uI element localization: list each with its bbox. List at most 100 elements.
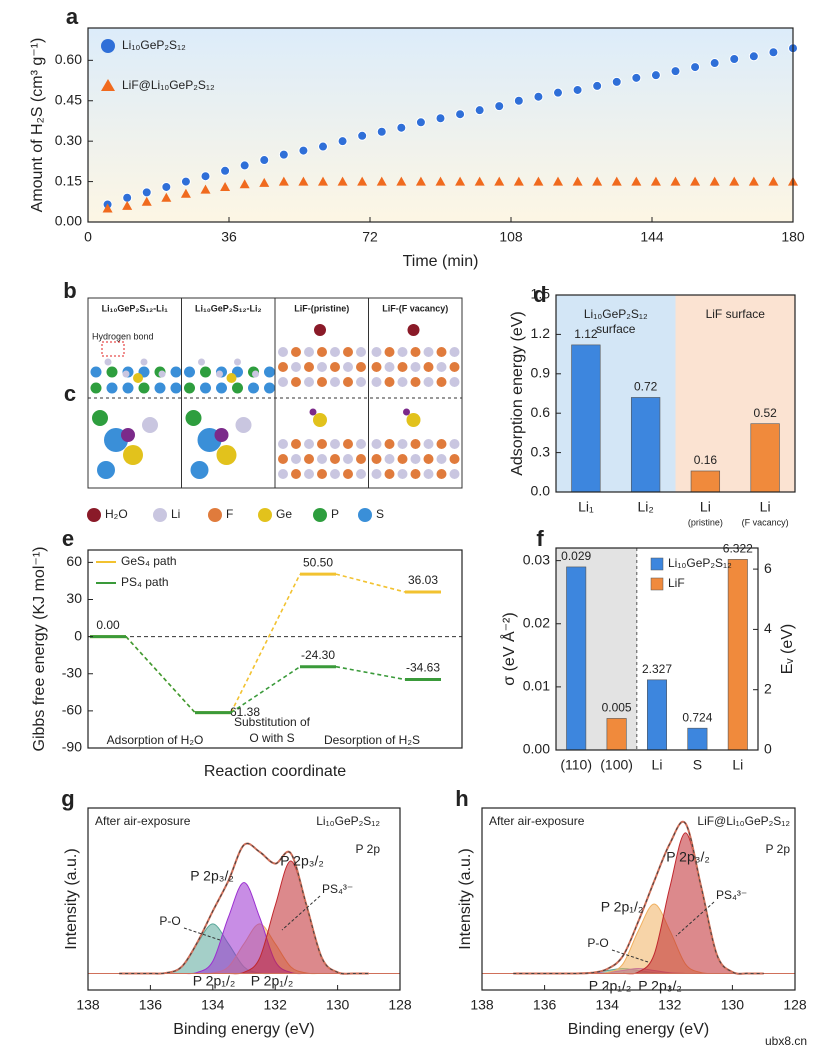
atom [216, 445, 237, 465]
legend-label: Li₁₀GeP₂S₁₂ [122, 38, 186, 52]
point [474, 105, 485, 116]
y-axis-label: Amount of H₂S (cm³ g⁻¹) [29, 38, 46, 213]
point [318, 141, 328, 152]
step-label: Desorption of H₂S [324, 733, 420, 747]
x-tick-label: 36 [221, 229, 237, 245]
value-label: 0.16 [694, 453, 718, 467]
atom [190, 461, 209, 479]
annotation: P 2p [356, 842, 381, 856]
point [533, 176, 544, 186]
atom [104, 358, 112, 366]
atom [436, 454, 447, 464]
bar [687, 727, 708, 751]
value-label: 0.005 [602, 701, 632, 715]
value-label: 36.03 [408, 573, 438, 587]
legend-atom [208, 508, 222, 522]
point [690, 176, 701, 186]
atom [403, 408, 410, 416]
y-axis-label: σ (eV Å⁻²) [499, 612, 518, 685]
column-title: Li₁₀GeP₂S₁₂-Li₂ [195, 303, 262, 313]
point [513, 95, 524, 106]
component-label: P 2p₁/₂ [589, 978, 632, 994]
value-label: 0.72 [634, 380, 658, 394]
atom [410, 454, 421, 464]
x-tick-label: (100) [600, 757, 633, 773]
x-tick-label: 72 [362, 229, 378, 245]
atom [92, 410, 108, 426]
bar [630, 397, 661, 493]
atom [449, 377, 460, 387]
atom [330, 439, 340, 449]
atom [397, 377, 408, 387]
atom [317, 377, 327, 387]
x-tick-label: Li [732, 757, 743, 773]
bar [571, 344, 601, 493]
annotation: P 2p [766, 842, 791, 856]
plot-frame [87, 807, 401, 991]
x-tick-note: (pristine) [688, 517, 723, 527]
point [690, 62, 701, 73]
atom [184, 382, 195, 394]
point [180, 176, 191, 187]
atom [214, 428, 229, 442]
atom [291, 347, 301, 357]
plot-frame [555, 294, 796, 493]
point [337, 136, 348, 147]
plot-frame [87, 549, 463, 749]
annotation: P-O [587, 936, 608, 950]
atom [356, 377, 366, 387]
atom [317, 469, 327, 479]
atom [278, 454, 288, 464]
point [141, 196, 152, 206]
atom [304, 347, 314, 357]
x-axis-label: Binding energy (eV) [568, 1021, 709, 1038]
point [768, 47, 779, 58]
atom [371, 347, 382, 357]
atom [106, 382, 118, 394]
y-axis-label: Adsorption energy (eV) [509, 311, 526, 476]
point [631, 176, 642, 186]
point [709, 58, 720, 69]
column-title: Li₁₀GeP₂S₁₂-Li₁ [102, 303, 169, 313]
atom [122, 382, 134, 394]
x-axis-label: Reaction coordinate [204, 763, 346, 780]
annotation: Li₁₀GeP₂S₁₂ [316, 814, 380, 828]
atom [234, 358, 241, 366]
atom [343, 469, 353, 479]
point [180, 188, 191, 198]
point [611, 76, 622, 87]
panel-letter: f [536, 526, 544, 551]
atom [423, 347, 434, 357]
panel-letter: h [455, 786, 468, 811]
y-tick-label: 0.6 [531, 404, 551, 420]
y-tick-label: 0 [74, 627, 82, 643]
point [455, 109, 466, 120]
atom [291, 377, 301, 387]
point [572, 176, 583, 186]
legend-label: F [226, 507, 233, 521]
legend-label: LiF@Li₁₀GeP₂S₁₂ [122, 78, 215, 92]
atom [423, 454, 434, 464]
atom [449, 362, 460, 372]
atom [154, 382, 166, 394]
region-label: LiF surface [706, 307, 766, 321]
y-tick-label: 0.30 [55, 132, 82, 148]
bar [750, 423, 780, 493]
atom [384, 439, 395, 449]
atom [304, 454, 314, 464]
legend-atom [153, 508, 167, 522]
point [513, 176, 524, 186]
bar [566, 566, 587, 751]
legend-atom [358, 508, 372, 522]
atom [384, 362, 395, 372]
arrow [611, 949, 649, 963]
component-label: P 2p₃/₂ [638, 978, 682, 994]
atom [278, 377, 288, 387]
point [376, 176, 387, 186]
atom [449, 454, 460, 464]
x-tick-label: (110) [560, 757, 592, 773]
atom [423, 362, 434, 372]
point [396, 176, 407, 186]
arrow [281, 895, 321, 931]
panel-letter: c [64, 381, 76, 406]
